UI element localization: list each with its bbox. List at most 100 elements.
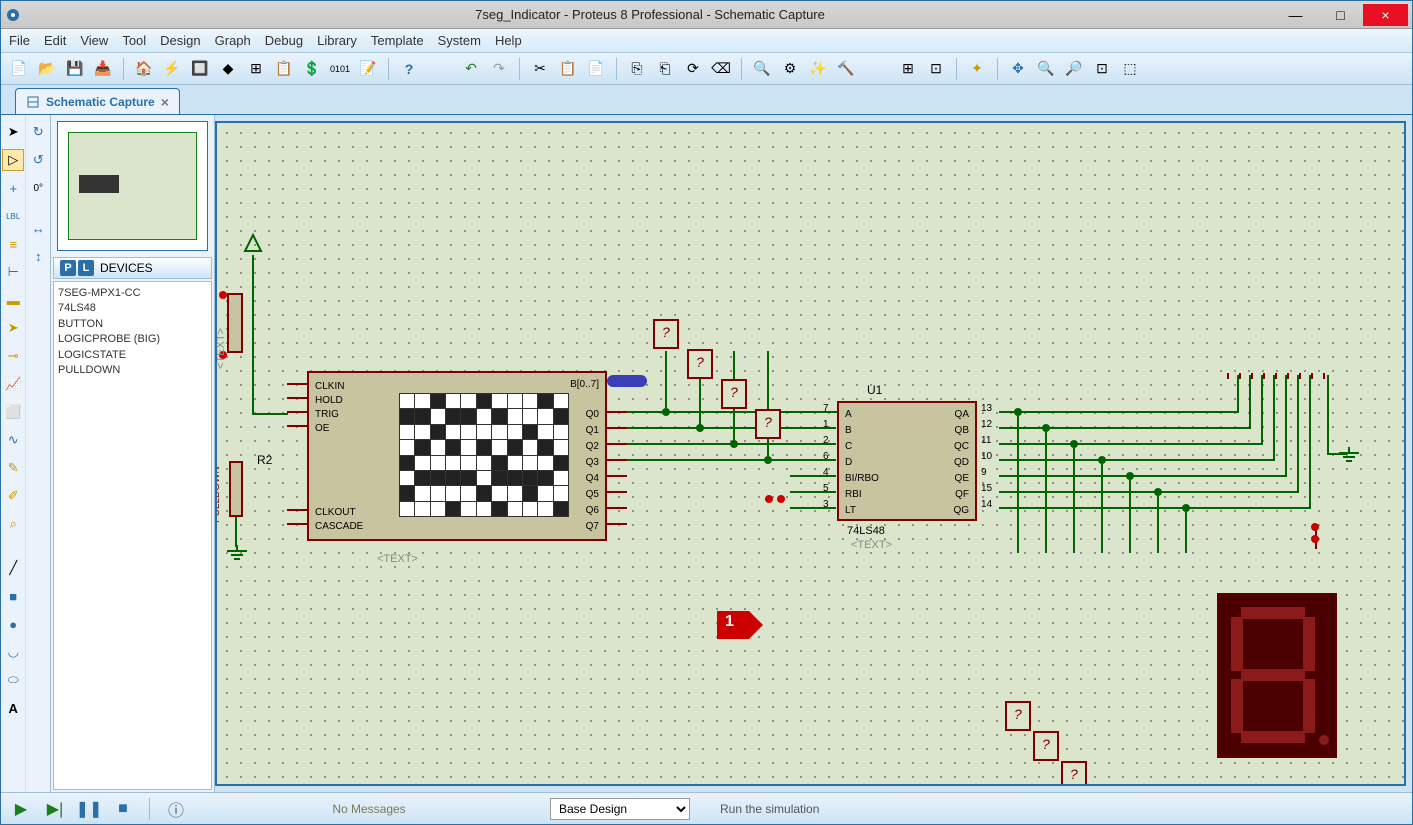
toggle-grid-icon[interactable]: ⊞ <box>896 57 920 81</box>
logicprobe[interactable] <box>1005 701 1031 731</box>
notes-icon[interactable]: 📝 <box>356 57 380 81</box>
paste-icon[interactable]: 📄 <box>584 57 608 81</box>
logicprobe[interactable] <box>653 319 679 349</box>
help-icon[interactable]: ? <box>397 57 421 81</box>
box-icon[interactable]: ■ <box>2 585 24 607</box>
pick-button[interactable]: P <box>60 260 76 276</box>
logicprobe[interactable] <box>687 349 713 379</box>
list-item[interactable]: PULLDOWN <box>58 363 207 378</box>
logicprobe[interactable] <box>755 409 781 439</box>
list-item[interactable]: 74LS48 <box>58 301 207 316</box>
play-button[interactable]: ▶ <box>9 797 33 821</box>
save-icon[interactable]: 💾 <box>63 57 87 81</box>
seven-segment-display[interactable] <box>1217 593 1337 758</box>
subcircuit-icon[interactable]: ▬ <box>2 289 24 311</box>
menu-library[interactable]: Library <box>317 33 357 48</box>
pan-icon[interactable]: ✥ <box>1006 57 1030 81</box>
compile-icon[interactable]: 🔨 <box>834 57 858 81</box>
redo-icon[interactable]: ↷ <box>487 57 511 81</box>
data-icon[interactable]: 0101 <box>328 57 352 81</box>
overview-panel[interactable] <box>57 121 208 251</box>
block-copy-icon[interactable]: ⎘ <box>625 57 649 81</box>
path-icon[interactable]: ⬭ <box>2 669 24 691</box>
bom-icon[interactable]: 📋 <box>272 57 296 81</box>
gerber-icon[interactable]: ⊞ <box>244 57 268 81</box>
probe-v-icon[interactable]: ✎ <box>2 457 24 479</box>
virtual-inst-icon[interactable]: ⌕ <box>2 513 24 535</box>
block-move-icon[interactable]: ⎗ <box>653 57 677 81</box>
copy-icon[interactable]: 📋 <box>556 57 580 81</box>
logicprobe[interactable] <box>1061 761 1087 786</box>
bus-icon[interactable]: ⊢ <box>2 261 24 283</box>
rotate-ccw-icon[interactable]: ↺ <box>27 149 49 171</box>
center-icon[interactable]: ✦ <box>965 57 989 81</box>
menu-graph[interactable]: Graph <box>215 33 251 48</box>
arc-icon[interactable]: ◡ <box>2 641 24 663</box>
menu-file[interactable]: File <box>9 33 30 48</box>
text-icon[interactable]: A <box>2 697 24 719</box>
generator-icon[interactable]: ∿ <box>2 429 24 451</box>
list-item[interactable]: LOGICSTATE <box>58 348 207 363</box>
home-icon[interactable]: 🏠 <box>132 57 156 81</box>
menu-tool[interactable]: Tool <box>122 33 146 48</box>
toggle-origin-icon[interactable]: ⊡ <box>924 57 948 81</box>
maximize-button[interactable]: □ <box>1318 4 1363 26</box>
close-button[interactable]: × <box>1363 4 1408 26</box>
rotation-angle[interactable]: 0° <box>27 177 49 199</box>
circle-icon[interactable]: ● <box>2 613 24 635</box>
device-pin-icon[interactable]: ⊸ <box>2 345 24 367</box>
zoom-all-icon[interactable]: ⊡ <box>1090 57 1114 81</box>
logicprobe[interactable] <box>721 379 747 409</box>
component-mode-icon[interactable]: ▷ <box>2 149 24 171</box>
menu-template[interactable]: Template <box>371 33 424 48</box>
flip-h-icon[interactable]: ↔ <box>27 217 49 239</box>
import-icon[interactable]: 📥 <box>91 57 115 81</box>
library-button[interactable]: L <box>78 260 94 276</box>
zoom-area-icon[interactable]: ⬚ <box>1118 57 1142 81</box>
3d-icon[interactable]: ◆ <box>216 57 240 81</box>
button-component[interactable] <box>227 293 243 353</box>
menu-debug[interactable]: Debug <box>265 33 303 48</box>
menu-view[interactable]: View <box>80 33 108 48</box>
probe-i-icon[interactable]: ✐ <box>2 485 24 507</box>
step-button[interactable]: ▶| <box>43 797 67 821</box>
schematic-icon[interactable]: ⚡ <box>160 57 184 81</box>
undo-icon[interactable]: ↶ <box>459 57 483 81</box>
u1-74ls48-chip[interactable]: A B C D BI/RBO RBI LT QA QB QC QD QE QF … <box>837 401 977 521</box>
tab-schematic[interactable]: Schematic Capture × <box>15 88 180 114</box>
list-item[interactable]: 7SEG-MPX1-CC <box>58 286 207 301</box>
logicprobe[interactable] <box>1033 731 1059 761</box>
list-item[interactable]: LOGICPROBE (BIG) <box>58 332 207 347</box>
resistor-r2[interactable] <box>229 461 243 517</box>
zoom-in-icon[interactable]: 🔍 <box>1034 57 1058 81</box>
tape-icon[interactable]: ⬜ <box>2 401 24 423</box>
new-icon[interactable]: 📄 <box>7 57 31 81</box>
menu-help[interactable]: Help <box>495 33 522 48</box>
logicstate[interactable]: 1 <box>717 611 749 639</box>
info-icon[interactable]: ⓘ <box>164 797 188 821</box>
terminal-icon[interactable]: ➤ <box>2 317 24 339</box>
zoom-out-icon[interactable]: 🔎 <box>1062 57 1086 81</box>
menu-design[interactable]: Design <box>160 33 200 48</box>
block-delete-icon[interactable]: ⌫ <box>709 57 733 81</box>
junction-icon[interactable]: + <box>2 177 24 199</box>
open-icon[interactable]: 📂 <box>35 57 59 81</box>
menu-system[interactable]: System <box>438 33 481 48</box>
line-icon[interactable]: ╱ <box>2 557 24 579</box>
rotate-cw-icon[interactable]: ↻ <box>27 121 49 143</box>
text-script-icon[interactable]: ≡ <box>2 233 24 255</box>
pause-button[interactable]: ❚❚ <box>77 797 101 821</box>
label-icon[interactable]: LBL <box>2 205 24 227</box>
stop-button[interactable]: ■ <box>111 797 135 821</box>
flip-v-icon[interactable]: ↕ <box>27 245 49 267</box>
minimize-button[interactable]: — <box>1273 4 1318 26</box>
menu-edit[interactable]: Edit <box>44 33 66 48</box>
selection-mode-icon[interactable]: ➤ <box>2 121 24 143</box>
block-rotate-icon[interactable]: ⟳ <box>681 57 705 81</box>
list-item[interactable]: BUTTON <box>58 317 207 332</box>
graph-icon[interactable]: 📈 <box>2 373 24 395</box>
devices-list[interactable]: 7SEG-MPX1-CC 74LS48 BUTTON LOGICPROBE (B… <box>53 281 212 790</box>
cut-icon[interactable]: ✂ <box>528 57 552 81</box>
package-icon[interactable]: ⚙ <box>778 57 802 81</box>
decompose-icon[interactable]: ✨ <box>806 57 830 81</box>
